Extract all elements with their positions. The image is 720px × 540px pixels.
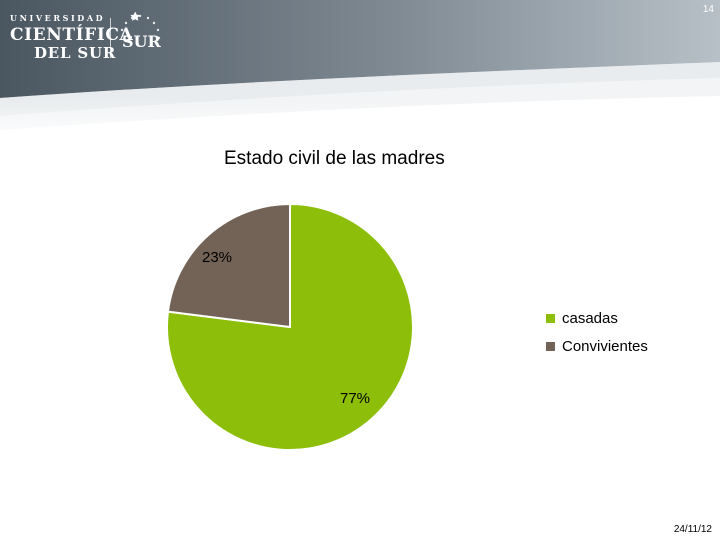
logo-divider (110, 18, 111, 58)
chart-title: Estado civil de las madres (224, 148, 445, 169)
star-ring-icon (120, 11, 161, 40)
footer-date: 24/11/12 (673, 524, 712, 535)
chart-legend: casadas Convivientes (546, 304, 648, 360)
pie-chart (166, 202, 414, 451)
header-band (0, 0, 720, 150)
legend-item-casadas: casadas (546, 304, 648, 332)
logo-line-cientifica: CIENTÍFICA (10, 25, 134, 45)
logo-line-del-sur: DEL SUR (34, 44, 117, 62)
slide-number: 14 (702, 4, 714, 15)
legend-swatch-convivientes (546, 341, 555, 351)
data-label-casadas: 77% (340, 390, 371, 407)
pie-slice-convivientes (166, 202, 291, 329)
logo-line-universidad: UNIVERSIDAD (10, 13, 106, 23)
legend-label-convivientes: Convivientes (562, 337, 648, 355)
university-logo: UNIVERSIDAD CIENTÍFICA DEL SUR SUR (10, 10, 161, 62)
legend-swatch-casadas (546, 313, 555, 323)
data-label-convivientes: 23% (202, 249, 233, 266)
legend-label-casadas: casadas (562, 309, 618, 327)
legend-item-convivientes: Convivientes (546, 332, 648, 360)
header-background (0, 0, 720, 150)
logo-sur-text: SUR (122, 32, 161, 51)
